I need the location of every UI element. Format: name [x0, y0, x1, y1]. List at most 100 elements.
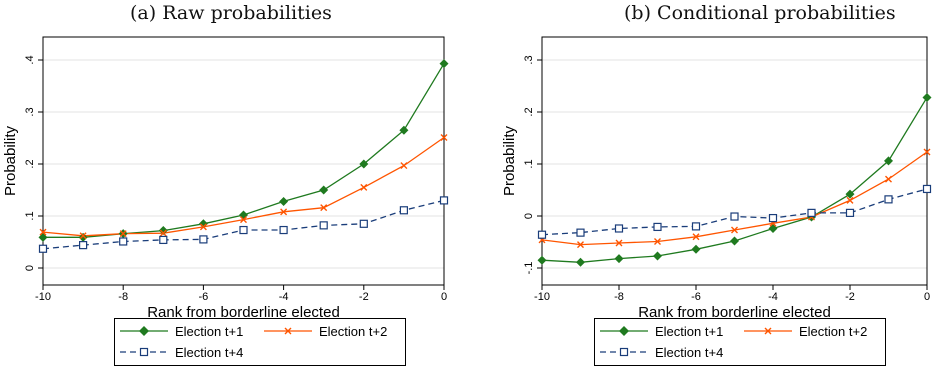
legend-b-item-t1: Election t+1: [599, 322, 723, 340]
legend-a-label-t1: Election t+1: [175, 323, 244, 339]
chart-a-series-1-point: [78, 232, 88, 242]
chart-b-series-2-point: [615, 239, 623, 247]
chart-a-series-2-point: [440, 133, 448, 141]
chart-b-ytick-label: -.1: [523, 262, 535, 275]
chart-b-series-2-point: [577, 241, 584, 249]
chart-a-xtick-label: -2: [359, 291, 369, 303]
chart-a-series-3-point: [159, 235, 168, 245]
chart-b-series-3-point: [730, 212, 739, 221]
chart-b-ytick-label: .2: [523, 107, 535, 116]
chart-a-series-2-line: [42, 136, 445, 237]
legend-b-swatch-t4: [600, 347, 648, 357]
chart-b-series-3-point: [768, 213, 778, 223]
chart-a-yaxis-title: Probability: [2, 125, 19, 196]
chart-a-plot: 0 .1 .2 .3 .4 -10 -8 -6 -4 -2 0 Rank from borderlin…: [2, 36, 449, 321]
chart-b-series-3-point: [807, 208, 816, 217]
chart-a-series-3-point: [359, 219, 368, 228]
chart-a-series-1-point: [239, 210, 248, 220]
chart-b-series-1-point: [614, 254, 624, 264]
chart-a-series-2-point: [320, 204, 328, 212]
legend-a-swatch-t4: [120, 347, 168, 357]
chart-b-series-1-point: [537, 255, 547, 265]
chart-b-series-3-point: [614, 224, 624, 233]
legend-a-item-t4: Election t+4: [119, 343, 243, 361]
chart-b-xtick-label: -10: [534, 291, 550, 303]
chart-a-xtick-label: -8: [118, 291, 128, 303]
chart-b-series-1-point: [768, 223, 778, 233]
chart-a-series-3-point: [119, 237, 128, 246]
chart-b-series-2-point: [885, 175, 892, 183]
legend-b-swatch-t2: [744, 327, 792, 335]
chart-a-ytick-label: .1: [24, 211, 36, 220]
chart-b-series-1-point: [845, 189, 855, 199]
chart-b-series-3-point: [922, 184, 932, 194]
chart-b-series-1-point: [884, 156, 893, 166]
legend-a-label-t2: Election t+2: [319, 323, 388, 339]
chart-b-series-1-point: [576, 257, 585, 267]
chart-b-series-2-point: [846, 196, 854, 204]
chart-a-xtick-label: -10: [35, 291, 51, 303]
chart-a-series-2-point: [280, 208, 288, 216]
legend-b-item-t2: Election t+2: [743, 322, 867, 340]
chart-a-series-2-point: [119, 230, 127, 238]
chart-a-series-3-point: [239, 225, 248, 235]
legend-a-swatch-t2: [264, 327, 312, 335]
chart-b-frame: [541, 36, 928, 286]
chart-b-xtick-label: -2: [845, 291, 855, 303]
chart-b-series-2-point: [692, 233, 700, 241]
chart-b-xtick-label: -4: [768, 291, 778, 303]
chart-a-series-1-point: [439, 59, 449, 69]
legend-a-swatch-t1: [120, 326, 168, 336]
chart-a-series-3-line: [42, 199, 445, 250]
legend-a-item-t1: Election t+1: [119, 322, 243, 340]
chart-a-series-2-point: [400, 162, 408, 170]
chart-a-series-1-point: [158, 226, 168, 236]
chart-b-ytick-label: 0: [523, 213, 535, 219]
chart-b-series-1-point: [653, 251, 662, 261]
chart-b-yaxis-title: Probability: [501, 125, 518, 196]
chart-a-xtick-label: -6: [199, 291, 209, 303]
chart-b-plot: -.1 0 .1 .2 .3 -10 -8 -6 -4 -2 0 Rank from borderli…: [501, 36, 932, 321]
chart-b-series-3-point: [653, 222, 662, 232]
chart-a-legend: Election t+1 Election t+2 Election t+4: [114, 318, 406, 366]
chart-a-series-2-point: [159, 229, 167, 237]
chart-b-series-2-point: [654, 237, 661, 245]
chart-a-xaxis-title: Rank from borderline elected: [147, 304, 340, 321]
legend-a-label-t4: Election t+4: [175, 344, 244, 360]
chart-a-series-3-point: [38, 244, 48, 253]
chart-b-series-3-point: [884, 195, 893, 204]
chart-a-series-1-point: [198, 219, 208, 229]
chart-a-series-2-point: [240, 216, 247, 224]
legend-b-label-t4: Election t+4: [655, 344, 724, 360]
chart-a-frame: [42, 36, 445, 286]
chart-b-ytick-label: .1: [523, 159, 535, 168]
chart-a-series-3-point: [439, 196, 449, 205]
chart-a-ytick-label: .3: [24, 107, 36, 116]
chart-a-xtick-label: 0: [441, 291, 447, 303]
legend-b-label-t1: Election t+1: [655, 323, 724, 339]
chart-b-series-2-point: [923, 148, 931, 156]
chart-a-series-1-point: [399, 125, 409, 135]
legend-a-item-t2: Election t+2: [263, 322, 387, 340]
chart-a-series-1-point: [319, 185, 329, 195]
chart-b-xtick-label: -6: [691, 291, 701, 303]
chart-b-series-3-line: [541, 188, 928, 236]
chart-b-series-1-point: [691, 244, 701, 254]
chart-a-series-3-point: [78, 241, 88, 250]
chart-b-legend: Election t+1 Election t+2 Election t+4: [594, 318, 886, 366]
chart-a-series-3-point: [319, 221, 328, 230]
legend-b-item-t4: Election t+4: [599, 343, 723, 361]
chart-a-ytick-label: .2: [24, 159, 36, 168]
chart-a-series-2-point: [79, 232, 87, 240]
panel-a-title: (a) Raw probabilities: [130, 2, 332, 24]
chart-a-series-3-point: [279, 225, 288, 235]
chart-a-series-1-point: [359, 159, 369, 169]
chart-b-xtick-label: 0: [924, 291, 930, 303]
chart-b-series-2-point: [731, 226, 738, 234]
chart-a-xtick-label: -4: [279, 291, 289, 303]
chart-a-series-3-point: [199, 235, 208, 244]
chart-b-xaxis-title: Rank from borderline elected: [638, 304, 831, 321]
chart-a-ytick-label: .4: [24, 55, 36, 64]
chart-b-series-3-point: [691, 222, 701, 231]
